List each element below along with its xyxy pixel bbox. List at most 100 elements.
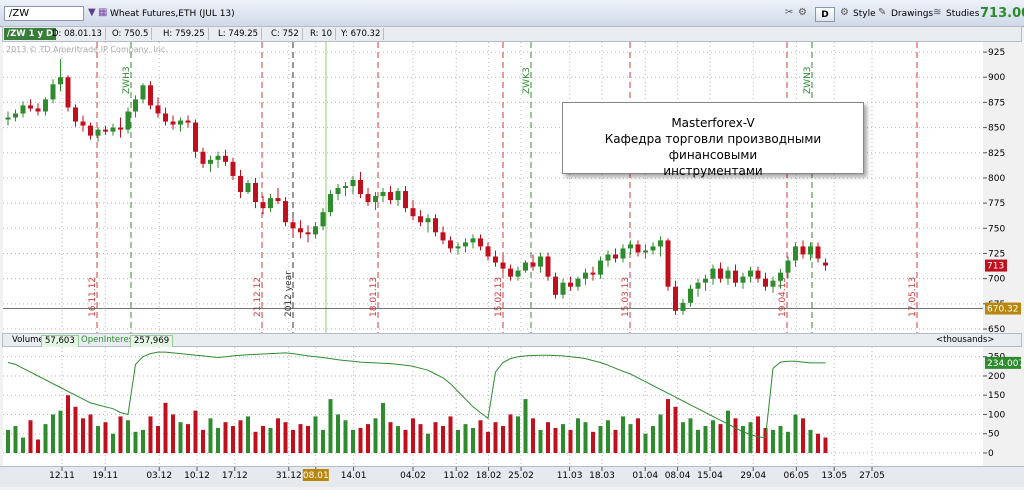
volume-bar bbox=[201, 430, 205, 453]
aggregation-button[interactable]: D bbox=[815, 7, 835, 22]
candle-body bbox=[298, 228, 303, 232]
candle-body bbox=[88, 126, 93, 136]
chart-settings-icon[interactable]: ⚙ bbox=[798, 7, 807, 19]
chart-toolbar: /ZW ▼ ▦ Wheat Futures,ETH (JUL 13) ✂ ⚙ D… bbox=[0, 0, 1024, 27]
time-tick-label: 18.03 bbox=[589, 471, 615, 481]
volume-bar bbox=[321, 430, 325, 453]
candle-body bbox=[673, 287, 678, 311]
volume-bar bbox=[314, 416, 318, 453]
volume-bar bbox=[809, 430, 813, 453]
volume-bar bbox=[111, 434, 115, 453]
candle-body bbox=[126, 111, 131, 129]
candle-body bbox=[733, 271, 738, 283]
candle-body bbox=[66, 77, 71, 107]
volume-bar bbox=[569, 430, 573, 453]
volume-bar bbox=[501, 426, 505, 453]
candle-body bbox=[666, 240, 671, 286]
volume-bar bbox=[801, 418, 805, 453]
candle-body bbox=[201, 152, 206, 164]
candle-body bbox=[823, 263, 828, 266]
candle-body bbox=[613, 254, 618, 258]
volume-bar bbox=[464, 424, 468, 453]
drawings-icon[interactable]: ✎ bbox=[878, 7, 886, 19]
candle-body bbox=[456, 246, 461, 248]
candle-body bbox=[268, 198, 273, 208]
symbol-link-icon[interactable]: ▼ bbox=[88, 7, 96, 19]
candle-body bbox=[306, 232, 311, 234]
price-tick-label: 925 bbox=[988, 48, 1005, 58]
candle-body bbox=[568, 283, 573, 287]
volume-bar bbox=[194, 411, 198, 453]
tools-icon[interactable]: ✂ bbox=[785, 7, 793, 19]
drawings-button[interactable]: Drawings bbox=[891, 9, 933, 19]
candle-body bbox=[238, 176, 243, 192]
volume-tick-label: 150 bbox=[988, 391, 1005, 401]
volume-bar bbox=[741, 426, 745, 453]
candle-body bbox=[163, 113, 168, 121]
candle-body bbox=[156, 105, 161, 113]
volume-bar bbox=[119, 416, 123, 453]
volume-bar bbox=[771, 430, 775, 453]
candle-body bbox=[816, 246, 821, 258]
symbol-input[interactable]: /ZW bbox=[4, 6, 84, 21]
time-tick-label: 14.01 bbox=[341, 471, 367, 481]
annotation-line-1: Masterforex-V bbox=[563, 115, 863, 131]
volume-bar bbox=[621, 416, 625, 453]
candle-body bbox=[178, 121, 183, 125]
volume-bar bbox=[629, 424, 633, 453]
volume-bar bbox=[584, 422, 588, 453]
candle-body bbox=[711, 269, 716, 279]
volume-bar bbox=[171, 414, 175, 453]
candle-body bbox=[523, 263, 528, 271]
status-open: O: 750.5 bbox=[109, 28, 152, 40]
volume-tick-label: 100 bbox=[988, 410, 1005, 420]
volume-bar bbox=[494, 422, 498, 453]
volume-bar bbox=[269, 428, 273, 453]
volume-bar bbox=[276, 418, 280, 453]
price-tick-label: 650 bbox=[988, 325, 1005, 333]
candle-body bbox=[58, 77, 63, 84]
studies-button[interactable]: Studies bbox=[946, 9, 979, 19]
volume-bar bbox=[36, 440, 40, 453]
vertical-marker-label: 16.11.12 bbox=[88, 277, 98, 317]
vertical-marker-label: 17.05.13 bbox=[908, 277, 918, 317]
candle-body bbox=[141, 85, 146, 99]
volume-chart[interactable]: 050100150200250234.007 bbox=[0, 347, 1024, 466]
volume-bar bbox=[471, 428, 475, 453]
time-axis: 12.11 19.11 03.12 10.12 17.12 31.12 08.01 14.01… bbox=[0, 467, 1024, 487]
time-tick-label: 27.05 bbox=[859, 471, 885, 481]
candle-body bbox=[231, 162, 236, 176]
price-tick-label: 775 bbox=[988, 199, 1005, 209]
studies-icon[interactable]: ≋ bbox=[933, 7, 941, 19]
volume-bar bbox=[441, 426, 445, 453]
volume-tick-label: 0 bbox=[988, 449, 994, 459]
candle-body bbox=[118, 128, 123, 130]
volume-bar bbox=[29, 420, 33, 453]
volume-bar bbox=[104, 422, 108, 453]
style-button[interactable]: Style bbox=[853, 9, 876, 19]
volume-bar bbox=[666, 399, 670, 453]
candle-body bbox=[73, 107, 78, 121]
time-tick-label: 08.04 bbox=[665, 471, 691, 481]
volume-bar bbox=[546, 422, 550, 453]
candle-body bbox=[51, 84, 56, 99]
instrument-description: Wheat Futures,ETH (JUL 13) bbox=[110, 9, 235, 19]
volume-bar bbox=[786, 432, 790, 453]
volume-bar bbox=[351, 430, 355, 453]
vertical-marker-label: 19.04.13 bbox=[778, 277, 788, 317]
price-chart[interactable]: 2013 © TD Ameritrade IP Company, Inc. 16… bbox=[0, 42, 1024, 333]
volume-bar bbox=[681, 422, 685, 453]
annotation-line-2: Кафедра торговли производными финансовым… bbox=[563, 131, 863, 163]
volume-bar bbox=[216, 428, 220, 453]
volume-bar bbox=[179, 422, 183, 453]
candle-body bbox=[696, 283, 701, 289]
candle-body bbox=[688, 289, 693, 303]
candle-body bbox=[658, 240, 663, 246]
status-range: R: 10 bbox=[307, 28, 336, 40]
copyright-text: 2013 © TD Ameritrade IP Company, Inc. bbox=[6, 45, 168, 54]
style-icon[interactable]: ⚙ bbox=[840, 7, 849, 19]
price-tick-label: 825 bbox=[988, 149, 1005, 159]
candle-body bbox=[21, 105, 26, 113]
volume-bar bbox=[21, 438, 25, 453]
grid-icon[interactable]: ▦ bbox=[98, 7, 107, 19]
